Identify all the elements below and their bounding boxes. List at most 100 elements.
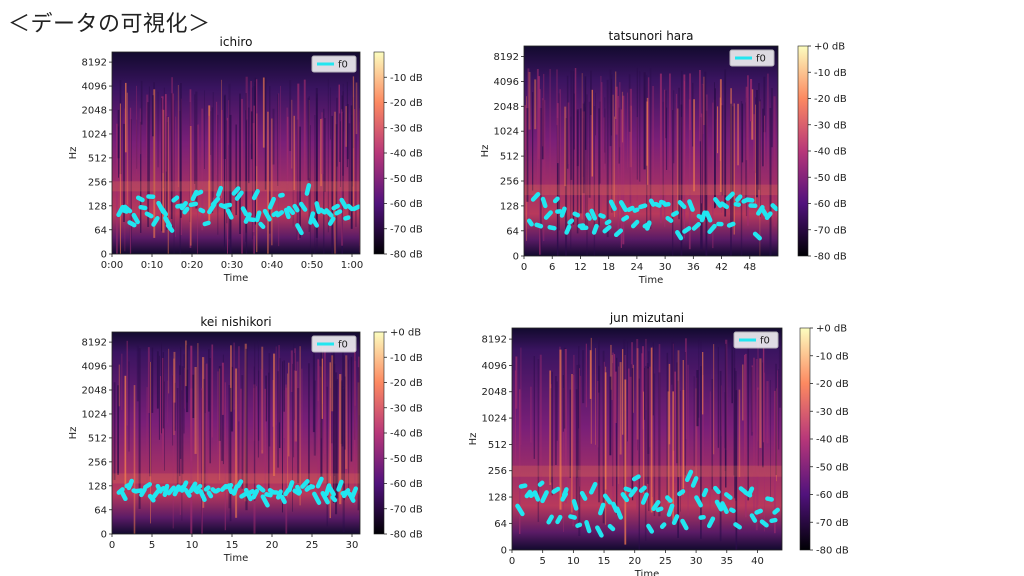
spectrogram-streak bbox=[202, 357, 205, 508]
spectrogram-streak bbox=[272, 108, 275, 165]
spectrogram-streak bbox=[294, 353, 295, 421]
spectrogram-streak bbox=[563, 388, 564, 532]
spectrogram-streak bbox=[650, 347, 653, 513]
spectrogram-streak bbox=[565, 118, 568, 256]
spectrogram-streak bbox=[329, 362, 331, 519]
plot-frame bbox=[111, 331, 361, 535]
f0-segment bbox=[646, 523, 655, 534]
spectrogram-streak bbox=[228, 385, 231, 509]
legend-label: f0 bbox=[760, 336, 770, 347]
spectrogram-streak bbox=[667, 391, 670, 504]
y-tick-label: 1024 bbox=[82, 409, 107, 420]
spectrogram-streak bbox=[293, 370, 295, 471]
spectrogram-streak bbox=[308, 363, 310, 488]
f0-segment bbox=[602, 493, 613, 505]
f0-segment bbox=[680, 518, 689, 531]
spectrogram-streak bbox=[571, 374, 573, 513]
spectrogram-streak bbox=[712, 102, 714, 249]
f0-segment bbox=[275, 489, 283, 500]
f0-segment bbox=[234, 190, 244, 201]
spectrogram-streak bbox=[166, 116, 168, 230]
f0-segment bbox=[331, 203, 340, 211]
spectrogram-streak bbox=[153, 89, 156, 238]
spectrogram-streak bbox=[672, 110, 674, 256]
f0-segment bbox=[682, 226, 692, 234]
f0-segment bbox=[222, 202, 233, 209]
spectrogram-streak bbox=[753, 114, 755, 172]
spectrogram-streak bbox=[228, 83, 231, 240]
spectrogram-streak bbox=[256, 113, 258, 253]
f0-segment bbox=[306, 484, 316, 490]
spectrogram-streak bbox=[778, 342, 782, 408]
x-tick-label: 30 bbox=[659, 262, 672, 273]
spectrogram-streak bbox=[163, 87, 165, 215]
spectrogram-streak bbox=[747, 338, 749, 501]
spectrogram-streak bbox=[639, 71, 641, 182]
spectrogram-streak bbox=[339, 374, 342, 505]
f0-segment bbox=[659, 522, 667, 529]
f0-segment bbox=[295, 223, 304, 236]
spectrogram-streak bbox=[636, 339, 639, 510]
f0-segment bbox=[620, 492, 630, 503]
spectrogram-streak bbox=[245, 110, 246, 242]
spectrogram-streak bbox=[698, 337, 700, 418]
spectrogram-streak bbox=[719, 79, 722, 192]
f0-segment bbox=[604, 219, 612, 226]
f0-segment bbox=[320, 490, 330, 505]
spectrogram-streak bbox=[257, 340, 259, 458]
f0-segment bbox=[733, 201, 741, 207]
colorbar-tick-label: -50 dB bbox=[814, 173, 847, 184]
plot-frame bbox=[523, 45, 779, 257]
spectrogram-streak bbox=[160, 376, 161, 435]
spectrogram-streak bbox=[152, 95, 154, 137]
spectrogram-streak bbox=[544, 100, 546, 188]
spectrogram-streak bbox=[221, 362, 224, 415]
spectrogram-streak bbox=[628, 368, 630, 480]
y-tick-label: 4096 bbox=[82, 362, 107, 373]
f0-segment bbox=[318, 207, 327, 215]
f0-segment bbox=[236, 479, 244, 489]
legend-label: f0 bbox=[756, 54, 766, 65]
f0-segment bbox=[327, 485, 336, 497]
spectrogram-streak bbox=[179, 365, 181, 477]
spectrogram-streak bbox=[537, 359, 540, 522]
spectrogram-streak bbox=[619, 82, 621, 148]
f0-segment bbox=[584, 520, 592, 534]
x-tick-label: 0 bbox=[109, 540, 115, 551]
y-tick-label: 2048 bbox=[494, 102, 519, 113]
f0-segment bbox=[677, 200, 687, 210]
spectrogram-streak bbox=[278, 345, 280, 423]
harmonic-band bbox=[512, 465, 782, 477]
f0-segment bbox=[559, 206, 567, 218]
f0-segment bbox=[515, 503, 525, 517]
spectrogram-streak bbox=[745, 102, 746, 200]
colorbar-tick-label: -80 dB bbox=[390, 250, 423, 261]
f0-segment bbox=[568, 514, 577, 520]
spectrogram-streak bbox=[340, 121, 342, 187]
f0-segment bbox=[752, 231, 762, 241]
spectrogram-streak bbox=[628, 74, 631, 132]
y-tick-label: 128 bbox=[500, 201, 519, 212]
chart-jun-mizutani-svg: jun mizutani 0 64 128 256 512 1024 2048 4096 8192… bbox=[468, 311, 849, 576]
f0-segment bbox=[735, 194, 743, 203]
spectrogram-streak bbox=[216, 101, 218, 175]
f0-segment bbox=[530, 191, 541, 202]
x-axis-label: Time bbox=[634, 569, 659, 576]
spectrogram-streak bbox=[314, 115, 316, 254]
spectrogram-streak bbox=[617, 96, 619, 230]
spectrogram-streak bbox=[256, 79, 258, 167]
spectrogram-streak bbox=[719, 370, 722, 542]
spectrogram-streak bbox=[262, 77, 265, 148]
f0-segment bbox=[665, 495, 673, 503]
spectrogram-streak bbox=[307, 97, 309, 181]
spectrogram-streak bbox=[653, 373, 656, 517]
colorbar-tick-label: -60 dB bbox=[814, 199, 847, 210]
spectrogram-streak bbox=[672, 391, 674, 521]
spectrogram-streak bbox=[287, 373, 289, 498]
x-tick-label: 1:00 bbox=[341, 260, 363, 271]
colorbar-tick-label: -80 dB bbox=[814, 252, 847, 263]
spectrogram-streak bbox=[217, 114, 219, 235]
spectrogram-streak bbox=[157, 91, 159, 168]
f0-segment bbox=[151, 216, 160, 227]
spectrogram-streak bbox=[589, 350, 592, 399]
